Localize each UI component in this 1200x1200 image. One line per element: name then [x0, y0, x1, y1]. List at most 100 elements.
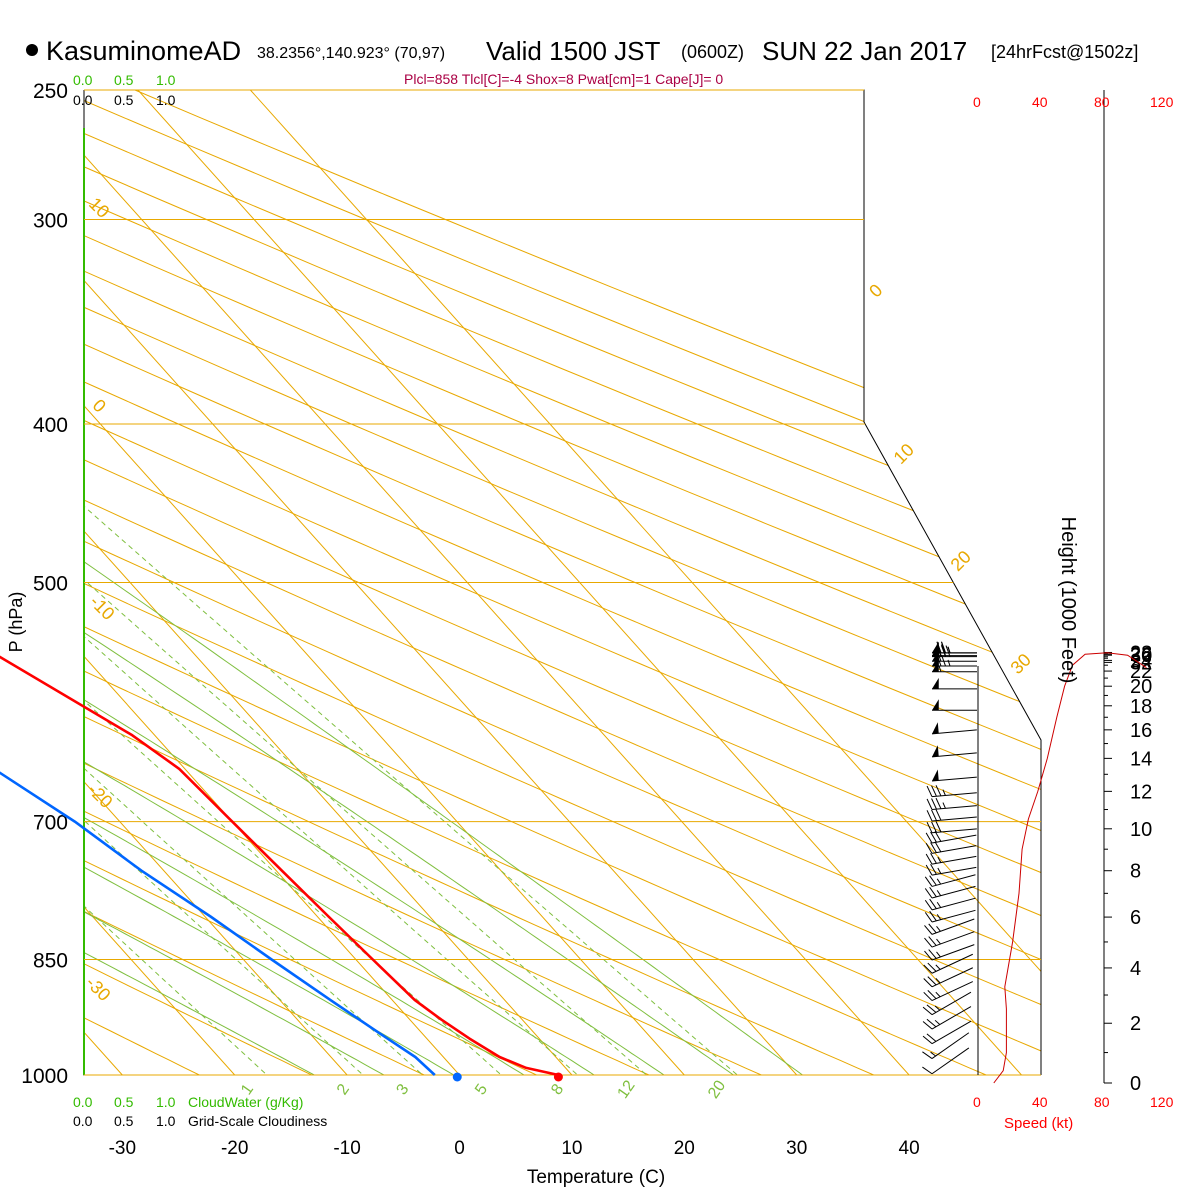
surface-dewpoint-marker — [452, 1072, 462, 1082]
height-tick-label: 4 — [1130, 958, 1141, 980]
speed-axis-label: Speed (kt) — [1004, 1115, 1073, 1132]
mixing-ratio-line — [84, 423, 618, 1075]
temperature-axis-label: Temperature (C) — [527, 1167, 665, 1188]
isotherm-label: 10 — [890, 440, 918, 468]
mixing-ratio-label: 5 — [472, 1081, 491, 1098]
wind-barb-flag — [928, 936, 937, 946]
surface-temperature-marker — [553, 1072, 563, 1082]
wind-barb-half-flag — [936, 914, 942, 920]
pressure-tick-label: 300 — [33, 210, 68, 233]
mixing-ratio-line — [84, 423, 687, 1075]
cloudiness-tick-top-1: 0.5 — [114, 92, 134, 108]
wind-barb — [932, 645, 977, 658]
isotherm-label: 0 — [89, 395, 110, 416]
wind-barb-flag — [924, 937, 933, 948]
wind-barb-flag — [935, 785, 942, 797]
wind-barb-flag — [931, 809, 937, 821]
wind-speed-profile — [993, 652, 1147, 1084]
stability-indices: Plcl=858 Tlcl[C]=-4 Shox=8 Pwat[cm]=1 Ca… — [404, 71, 723, 87]
wind-barb-flag — [926, 798, 933, 810]
dry-adiabat-line — [84, 90, 1041, 1075]
mixing-ratio-line — [84, 423, 402, 1075]
wind-barbs — [922, 641, 977, 1075]
wind-barb-shaft — [931, 981, 973, 1002]
moist-adiabat-line — [84, 423, 446, 1075]
wind-barb — [932, 699, 977, 711]
pressure-tick-label: 850 — [33, 950, 68, 973]
cloudwater-tick-bottom-1: 0.5 — [114, 1094, 134, 1110]
height-tick-label: 8 — [1130, 861, 1141, 883]
wind-barb-flag — [928, 923, 937, 934]
moist-adiabat-line — [84, 423, 379, 1075]
cloudiness-tick-bottom-1: 0.5 — [114, 1113, 134, 1129]
wind-barb-half-flag — [947, 659, 951, 667]
temperature-tick-label: -10 — [333, 1138, 360, 1159]
wind-barb-flag — [922, 1021, 933, 1030]
wind-barb-flag — [941, 641, 946, 654]
dry-adiabat-line — [84, 90, 1041, 1075]
height-tick-label: 30 — [1130, 645, 1152, 667]
mixing-ratio-line — [84, 423, 779, 1075]
cloudiness-label: Grid-Scale Cloudiness — [188, 1113, 327, 1129]
wind-barb-flag — [936, 641, 942, 654]
wind-barb-flag — [922, 1066, 933, 1075]
dry-adiabat-line — [84, 90, 1041, 1075]
wind-barb-flag — [934, 841, 942, 853]
wind-barb — [924, 909, 976, 923]
height-tick-label: 2 — [1130, 1013, 1141, 1035]
height-tick-label: 10 — [1130, 819, 1152, 841]
height-tick-label: 6 — [1130, 907, 1141, 929]
wind-barb-flag — [927, 990, 937, 1000]
wind-barb — [924, 874, 976, 887]
cloudiness-tick-top-2: 1.0 — [156, 92, 176, 108]
wind-barb-pennant — [932, 699, 939, 711]
wind-barb-shaft — [931, 866, 977, 876]
wind-barb-flag — [922, 1051, 933, 1059]
station-bullet-icon — [26, 44, 38, 56]
temperature-tick-label: 30 — [786, 1138, 807, 1159]
wind-barb-flag — [930, 831, 937, 843]
wind-barb — [923, 967, 973, 988]
wind-barb — [923, 981, 973, 1002]
dry-adiabat-line — [84, 90, 1041, 1075]
valid-date: SUN 22 Jan 2017 — [762, 36, 967, 66]
temperature-tick-label: 0 — [454, 1138, 465, 1159]
temperature-tick-label: 40 — [899, 1138, 920, 1159]
wind-barb-flag — [935, 797, 942, 809]
cloudwater-tick-bottom-2: 1.0 — [156, 1094, 176, 1110]
wind-barb-flag — [926, 785, 933, 797]
isotherm-label: 20 — [947, 547, 975, 575]
wind-barb-pennant — [932, 677, 939, 689]
wind-barb-shaft — [931, 944, 975, 961]
wind-barb — [924, 931, 975, 948]
wind-barb-pennant — [932, 769, 939, 781]
speed-tick-bottom-1: 40 — [1032, 1094, 1048, 1110]
wind-barb-half-flag — [942, 802, 946, 809]
temperature-tick-label: 10 — [561, 1138, 582, 1159]
wind-barb-flag — [924, 888, 933, 899]
wind-barb-half-flag — [936, 901, 942, 908]
speed-tick-bottom-2: 80 — [1094, 1094, 1110, 1110]
mixing-ratio-label: 3 — [393, 1081, 412, 1098]
cloudiness-tick-top-0: 0.0 — [73, 92, 93, 108]
wind-barb-half-flag — [936, 878, 942, 885]
wind-barb — [924, 944, 975, 961]
station-coords: 38.2356°,140.923° (70,97) — [257, 45, 445, 62]
wind-barb-shaft — [931, 845, 977, 854]
height-tick-label: 12 — [1130, 781, 1152, 803]
wind-barb-half-flag — [947, 646, 951, 654]
wind-barb-flag — [936, 645, 942, 657]
dry-adiabat-line — [84, 90, 1041, 1075]
temperature-tick-label: -30 — [109, 1138, 136, 1159]
height-tick-label: 16 — [1130, 720, 1152, 742]
wind-barb-shaft — [931, 967, 973, 988]
wind-barb-flag — [926, 1018, 937, 1028]
wind-barb-shaft — [931, 816, 977, 822]
dewpoint-line — [0, 771, 436, 1076]
dry-adiabat-line — [84, 90, 1041, 1075]
wind-barb-half-flag — [937, 856, 942, 863]
wind-barb-flag — [926, 1033, 937, 1042]
wind-barb-flag — [929, 875, 937, 886]
wind-barb — [924, 885, 976, 899]
moist-adiabat-line — [84, 423, 716, 1075]
